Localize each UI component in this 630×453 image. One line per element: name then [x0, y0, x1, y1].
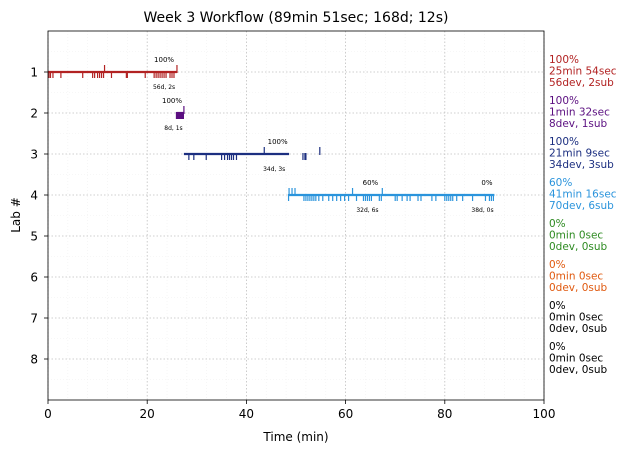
segment-count-label: 38d, 0s	[471, 207, 493, 214]
y-tick-label: 7	[30, 312, 38, 326]
x-tick-label: 20	[140, 407, 155, 421]
lab-7-summary-line: 0%	[549, 300, 566, 312]
y-tick-label: 8	[30, 353, 38, 367]
segment-percent-label: 60%	[363, 179, 379, 187]
x-tick-label: 80	[437, 407, 452, 421]
x-tick-label: 0	[44, 407, 52, 421]
plot-frame	[47, 30, 545, 401]
y-axis-label: Lab #	[9, 197, 23, 233]
segment-percent-label: 100%	[154, 56, 174, 64]
segment-count-label: 32d, 6s	[356, 207, 378, 214]
segment-count-label: 56d, 2s	[153, 84, 175, 91]
segment-percent-label: 0%	[481, 179, 492, 187]
lab-1-summary-line: 25min 54sec	[549, 66, 617, 78]
grid-lines	[47, 31, 545, 400]
chart-title: Week 3 Workflow (89min 51sec; 168d; 12s)	[144, 10, 449, 26]
lab-1-summary-line: 56dev, 2sub	[549, 77, 614, 89]
lab-2-summary-line: 100%	[549, 95, 579, 107]
y-tick-label: 1	[30, 66, 38, 80]
lab-8-summary-line: 0min 0sec	[549, 353, 603, 365]
lab-1-summary-line: 100%	[549, 54, 579, 66]
lab-7-summary-line: 0dev, 0sub	[549, 323, 608, 335]
x-tick-label: 100	[533, 407, 556, 421]
x-axis-label: Time (min)	[262, 430, 328, 444]
lab-4-summary-line: 41min 16sec	[549, 189, 617, 201]
y-tick-label: 2	[30, 107, 38, 121]
lab-8-summary-line: 0%	[549, 341, 566, 353]
y-tick-label: 3	[30, 148, 38, 162]
lab-6-summary-line: 0%	[549, 259, 566, 271]
lab-2-summary-line: 1min 32sec	[549, 107, 610, 119]
lab-3-summary-line: 21min 9sec	[549, 148, 610, 160]
data-marks: 100% 56d, 2s 100% 8d, 1s 100% 34d, 3s 60% 32d, …	[48, 56, 495, 214]
lab-5-summary-line: 0%	[549, 218, 566, 230]
segment-percent-label: 100%	[162, 97, 182, 105]
lab-3-summary-line: 34dev, 3sub	[549, 159, 614, 171]
y-tick-label: 4	[30, 189, 38, 203]
segment-count-label: 34d, 3s	[263, 166, 285, 173]
axes: 0 20 40 60 80 100 1 2 3 4 5 6 7 8	[30, 30, 556, 421]
segment-count-label: 8d, 1s	[164, 125, 182, 132]
lab-8-summary-line: 0dev, 0sub	[549, 364, 608, 376]
lab-7-summary-line: 0min 0sec	[549, 312, 603, 324]
y-tick-label: 5	[30, 230, 38, 244]
y-tick-label: 6	[30, 271, 38, 285]
segment-percent-label: 100%	[268, 138, 288, 146]
lab-5-summary-line: 0min 0sec	[549, 230, 603, 242]
lab-3-summary-line: 100%	[549, 136, 579, 148]
lab-4-summary-line: 70dev, 6sub	[549, 200, 614, 212]
lab-6-summary-line: 0min 0sec	[549, 271, 603, 283]
x-tick-label: 40	[239, 407, 254, 421]
lab-6-summary-line: 0dev, 0sub	[549, 282, 608, 294]
lab-5-summary-line: 0dev, 0sub	[549, 241, 608, 253]
x-tick-label: 60	[338, 407, 353, 421]
lab-4-summary-line: 60%	[549, 177, 572, 189]
lab-2-summary-line: 8dev, 1sub	[549, 118, 608, 130]
